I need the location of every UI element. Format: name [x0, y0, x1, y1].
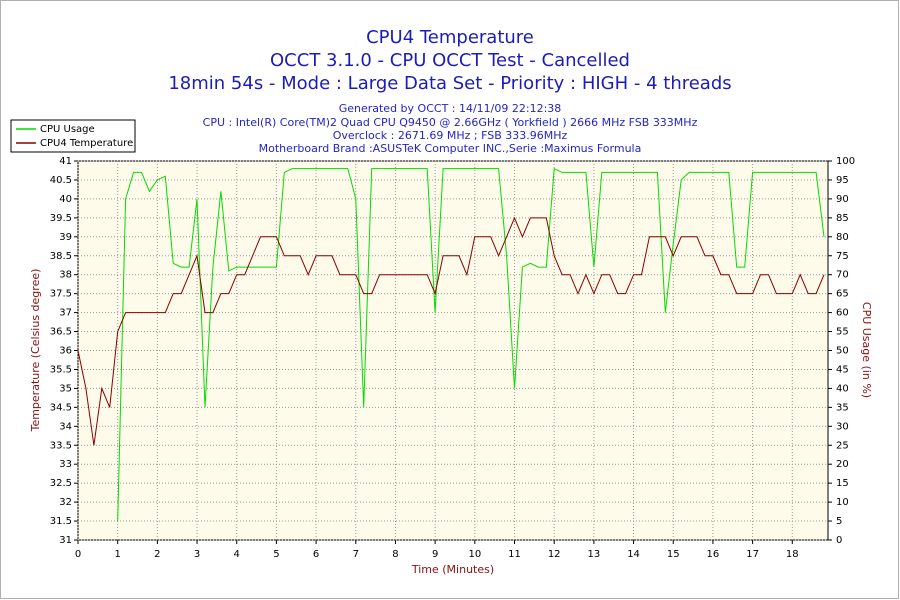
chart-title-line: OCCT 3.1.0 - CPU OCCT Test - Cancelled — [270, 50, 630, 71]
y-tick-label: 40.5 — [50, 175, 72, 186]
y2-tick-label: 65 — [836, 289, 849, 300]
x-tick-label: 13 — [588, 549, 601, 560]
chart-title-line: 18min 54s - Mode : Large Data Set - Prio… — [168, 73, 731, 94]
y2-tick-label: 60 — [836, 308, 849, 319]
y2-tick-label: 100 — [836, 156, 855, 167]
y-tick-label: 36 — [59, 346, 72, 357]
y-tick-label: 34.5 — [50, 402, 72, 413]
x-tick-label: 14 — [627, 549, 640, 560]
y-tick-label: 35 — [59, 383, 72, 394]
series-line — [117, 167, 825, 522]
y2-tick-label: 40 — [836, 383, 849, 394]
subtitle: Overclock : 2671.69 MHz ; FSB 333.96MHz — [333, 129, 568, 142]
y2-tick-label: 95 — [836, 175, 849, 186]
x-tick-label: 16 — [707, 549, 720, 560]
y-tick-label: 41 — [59, 156, 72, 167]
y2-tick-label: 90 — [836, 194, 849, 205]
x-tick-label: 6 — [313, 549, 319, 560]
y2-tick-label: 80 — [836, 232, 849, 243]
y2-tick-label: 45 — [836, 364, 849, 375]
y2-axis-label: CPU Usage (in %) — [860, 302, 873, 398]
y2-tick-label: 70 — [836, 270, 849, 281]
y-tick-label: 31.5 — [50, 516, 72, 527]
y2-tick-label: 75 — [836, 251, 849, 262]
x-axis-label: Time (Minutes) — [411, 563, 494, 576]
y-tick-label: 31 — [59, 535, 72, 546]
y-tick-label: 37.5 — [50, 289, 72, 300]
y2-tick-label: 5 — [836, 516, 842, 527]
x-tick-label: 17 — [746, 549, 759, 560]
y-axis-label: Temperature (Celsius degree) — [29, 269, 42, 433]
x-tick-label: 9 — [432, 549, 438, 560]
y-tick-label: 32 — [59, 497, 72, 508]
y2-tick-label: 55 — [836, 327, 849, 338]
subtitle: CPU : Intel(R) Core(TM)2 Quad CPU Q9450 … — [203, 116, 698, 129]
y-tick-label: 38.5 — [50, 251, 72, 262]
y2-tick-label: 30 — [836, 421, 849, 432]
subtitle: Motherboard Brand :ASUSTeK Computer INC.… — [259, 142, 642, 155]
x-tick-label: 12 — [548, 549, 561, 560]
y2-tick-label: 15 — [836, 478, 849, 489]
x-tick-label: 11 — [508, 549, 521, 560]
legend-label: CPU4 Temperature — [40, 138, 133, 149]
y-tick-label: 39 — [59, 232, 72, 243]
x-tick-label: 5 — [273, 549, 279, 560]
y2-tick-label: 20 — [836, 459, 849, 470]
y2-tick-label: 35 — [836, 402, 849, 413]
y-tick-label: 35.5 — [50, 364, 72, 375]
y2-tick-label: 25 — [836, 440, 849, 451]
y2-tick-label: 10 — [836, 497, 849, 508]
x-tick-label: 2 — [154, 549, 160, 560]
y-tick-label: 37 — [59, 308, 72, 319]
series-line — [77, 216, 825, 446]
x-tick-label: 4 — [234, 549, 240, 560]
x-tick-label: 3 — [194, 549, 200, 560]
legend-label: CPU Usage — [40, 124, 95, 135]
x-tick-label: 18 — [786, 549, 799, 560]
y-tick-label: 33 — [59, 459, 72, 470]
y2-tick-label: 0 — [836, 535, 842, 546]
y-tick-label: 36.5 — [50, 327, 72, 338]
y2-tick-label: 85 — [836, 213, 849, 224]
y-tick-label: 33.5 — [50, 440, 72, 451]
x-tick-label: 10 — [468, 549, 481, 560]
chart-title: CPU4 Temperature — [366, 27, 534, 48]
y-tick-label: 34 — [59, 421, 72, 432]
y-tick-label: 38 — [59, 270, 72, 281]
subtitle: Generated by OCCT : 14/11/09 22:12:38 — [339, 102, 562, 115]
legend-box — [10, 119, 136, 153]
y-tick-label: 32.5 — [50, 478, 72, 489]
x-tick-label: 8 — [392, 549, 398, 560]
x-tick-label: 15 — [667, 549, 680, 560]
y-tick-label: 39.5 — [50, 213, 72, 224]
y2-tick-label: 50 — [836, 346, 849, 357]
x-tick-label: 1 — [114, 549, 120, 560]
y-tick-label: 40 — [59, 194, 72, 205]
x-tick-label: 7 — [353, 549, 359, 560]
x-tick-label: 0 — [75, 549, 81, 560]
